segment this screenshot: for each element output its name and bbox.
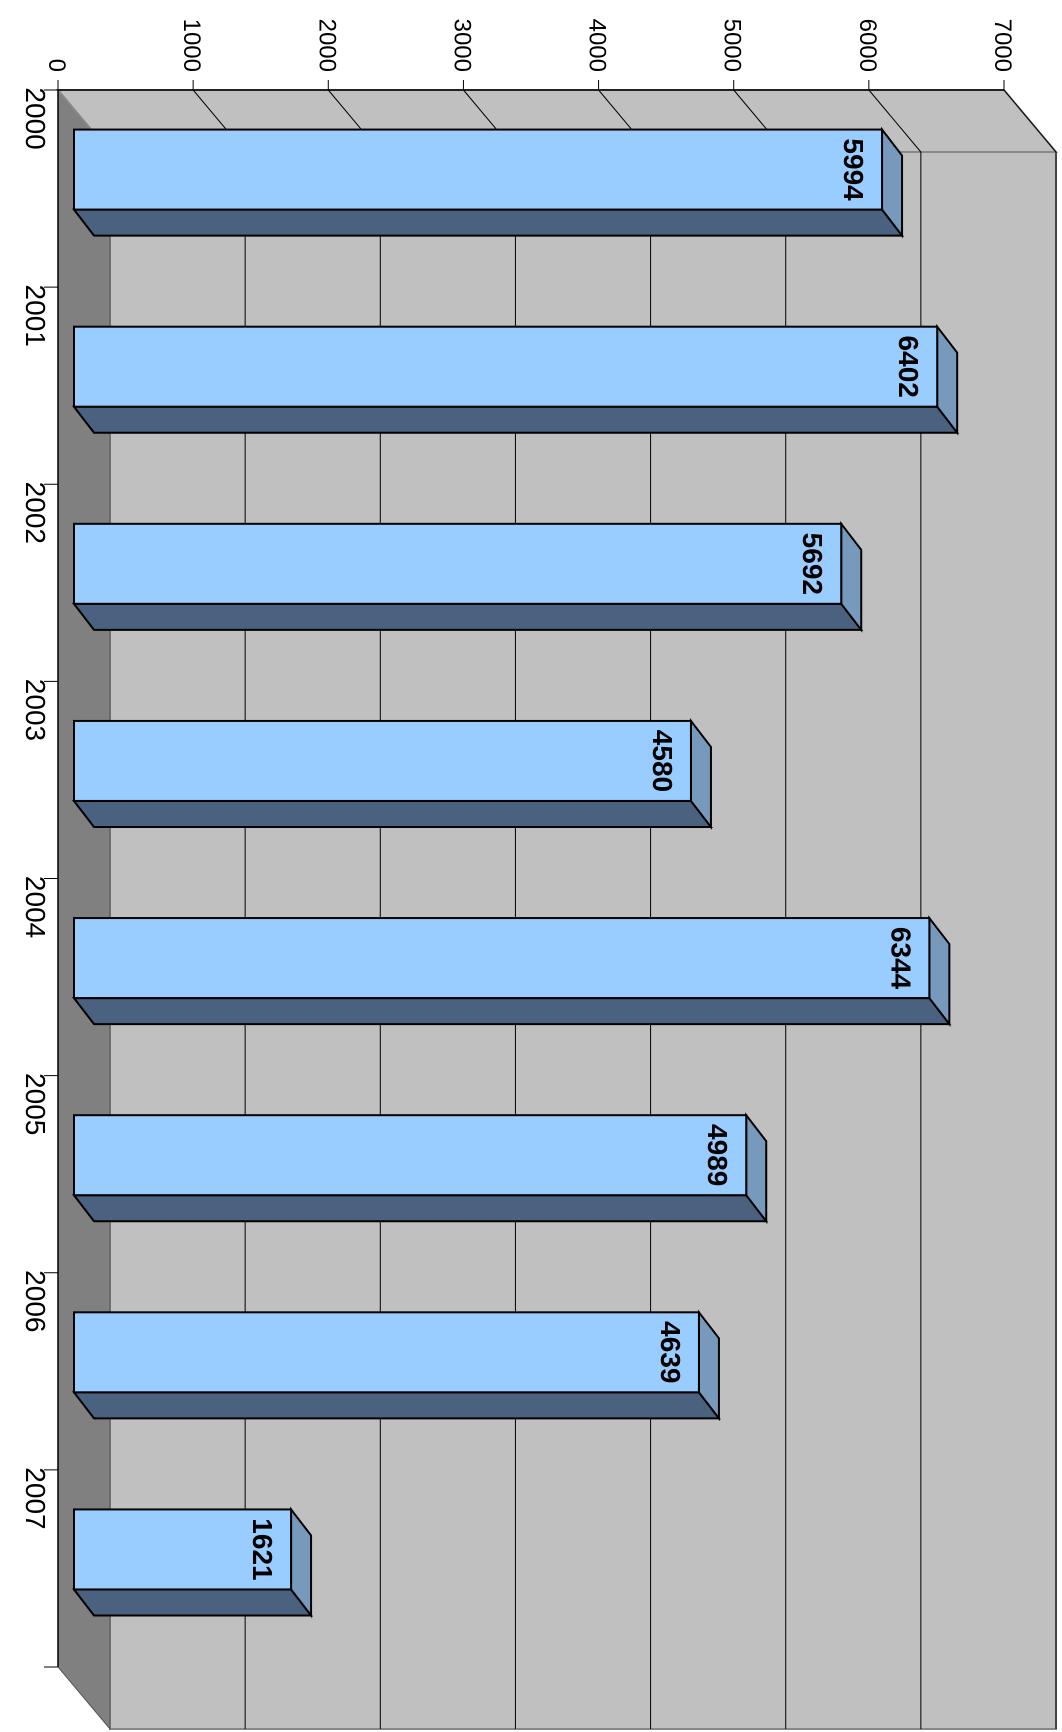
bar: [71, 323, 960, 436]
bar-side-face: [71, 1194, 769, 1223]
category-label: 2001: [20, 285, 51, 347]
category-label: 2005: [20, 1073, 51, 1135]
bar-side-face: [71, 405, 960, 434]
gridline-depth: [868, 89, 922, 153]
bar: [71, 1506, 314, 1619]
category-label: 2000: [20, 87, 51, 149]
bar: [71, 915, 952, 1028]
bars: [71, 126, 960, 1619]
value-tick-label: 4000: [584, 19, 611, 72]
data-label: 5692: [797, 533, 828, 595]
bar-front-face: [73, 1508, 293, 1591]
bar-side-face: [71, 208, 905, 237]
value-tick-label: 3000: [448, 19, 475, 72]
bar-front-face: [73, 522, 843, 605]
category-label: 2007: [20, 1467, 51, 1529]
category-label: 2004: [20, 876, 51, 938]
data-label: 6344: [885, 927, 916, 990]
value-tick-label: 6000: [854, 19, 881, 72]
bar-front-face: [73, 719, 692, 802]
value-tick-label: 5000: [719, 19, 746, 72]
data-labels: 5994 6402 5692 4580 6344 4989 4639 1621: [247, 138, 924, 1580]
bar: [71, 717, 713, 830]
bar: [71, 1112, 769, 1225]
data-label: 5994: [838, 138, 869, 201]
data-label: 4639: [655, 1321, 686, 1383]
category-label: 2002: [20, 482, 51, 544]
bar-side-face: [71, 997, 952, 1026]
data-label: 6402: [893, 336, 924, 398]
data-label: 4989: [702, 1124, 733, 1186]
bar-side-face: [71, 1588, 314, 1617]
bar-front-face: [73, 325, 939, 408]
category-label: 2003: [20, 679, 51, 741]
category-label: 2006: [20, 1270, 51, 1332]
bar-front-face: [73, 128, 884, 211]
data-label: 4580: [647, 730, 678, 792]
bar-front-face: [73, 1311, 700, 1394]
value-tick-label: 7000: [989, 19, 1016, 72]
value-tick-label: 0: [43, 59, 70, 72]
bar: [71, 126, 905, 239]
value-tick-label: 1000: [178, 19, 205, 72]
bar-front-face: [73, 917, 931, 1000]
value-axis: 0 1000 2000 3000 4000 5000 6000 7000: [43, 19, 1016, 91]
category-axis: 2000 2001 2002 2003 2004 2005 2006 2007: [20, 87, 59, 1668]
bar: [71, 1309, 721, 1422]
bar-front-face: [73, 1114, 748, 1197]
data-label: 1621: [247, 1518, 278, 1580]
gridline-depth: [1003, 89, 1057, 153]
bar-side-face: [71, 602, 864, 631]
bar-side-face: [71, 1391, 721, 1420]
value-tick-label: 2000: [313, 19, 340, 72]
bar-side-face: [71, 799, 713, 828]
bar: [71, 520, 864, 633]
